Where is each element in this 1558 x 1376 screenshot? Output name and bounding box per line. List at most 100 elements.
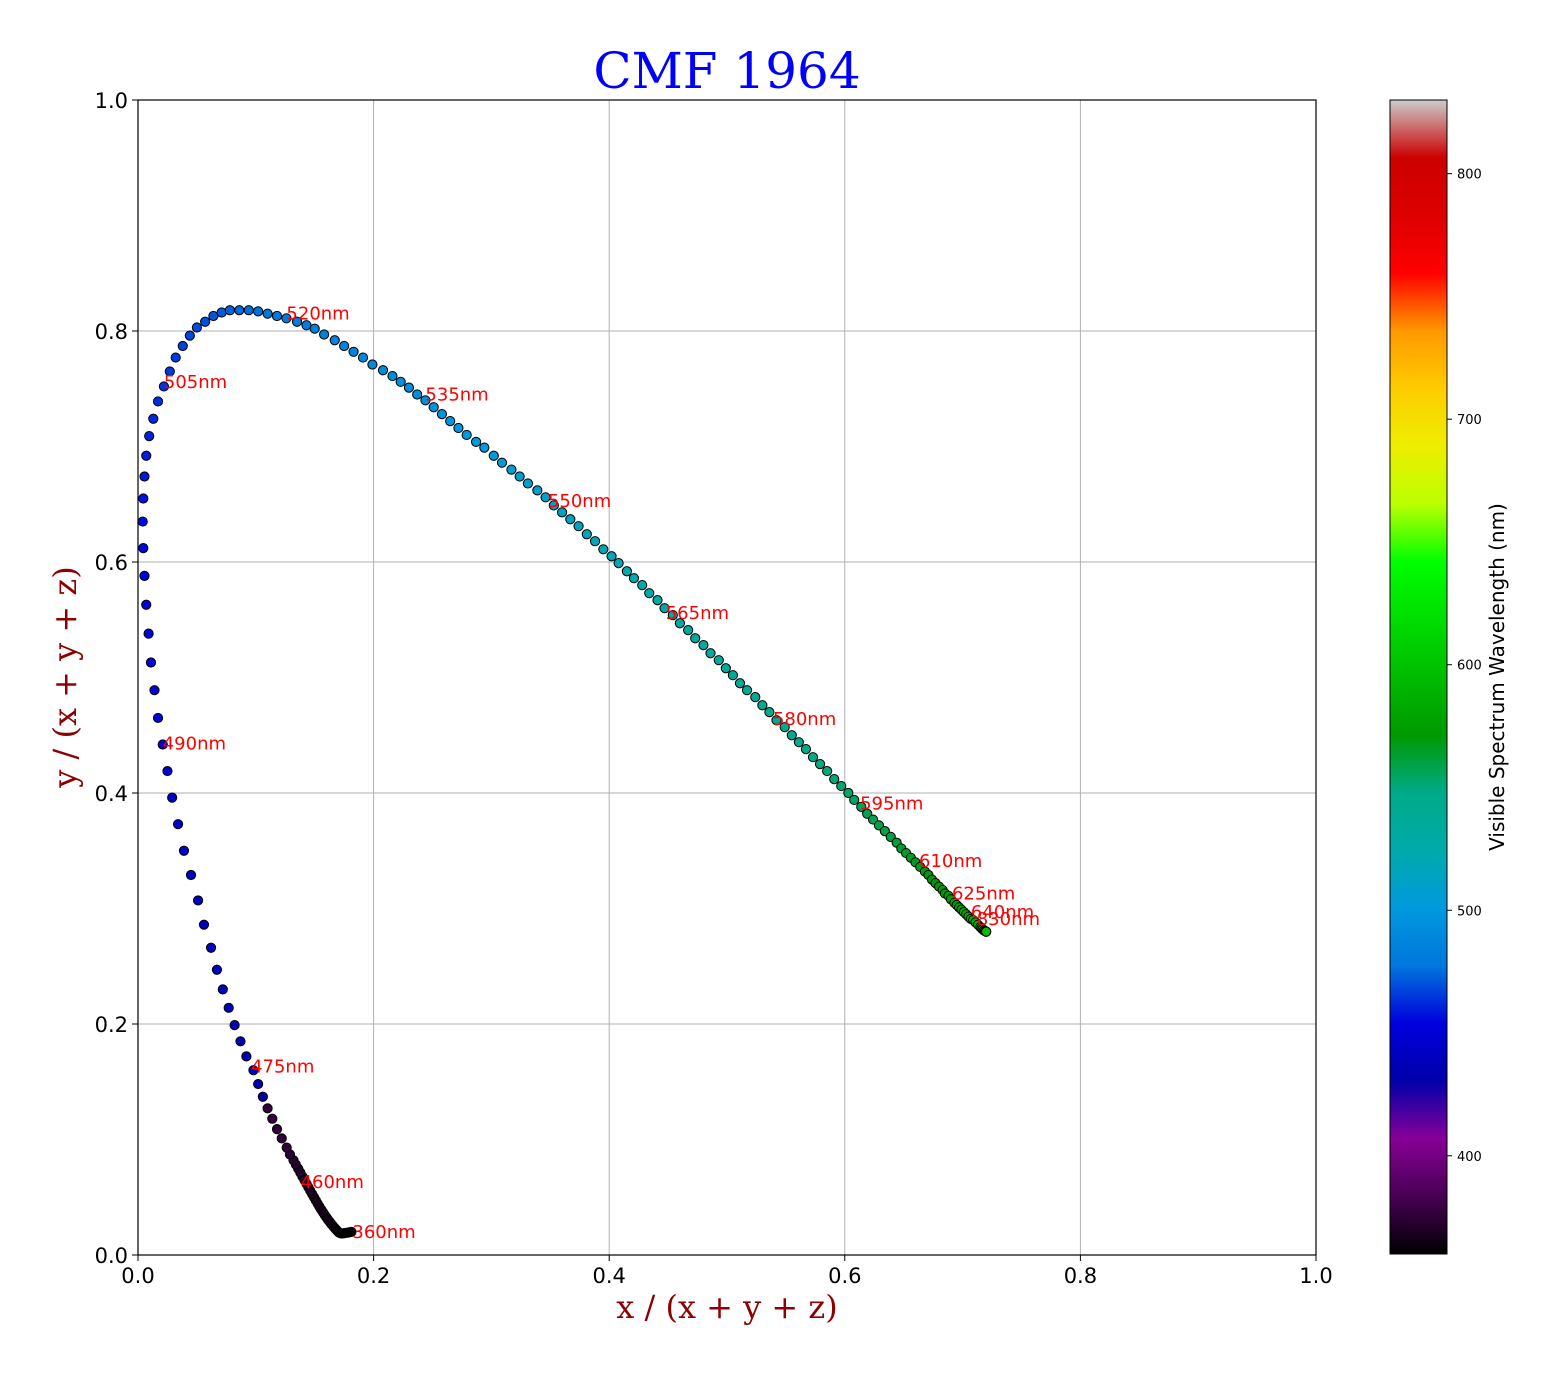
data-point (291, 316, 303, 327)
data-point (281, 1142, 292, 1153)
x-tick-label: 1.0 (1299, 1264, 1332, 1288)
data-point (683, 625, 694, 636)
data-point (339, 340, 350, 352)
data-point (548, 500, 559, 511)
data-point (234, 305, 245, 316)
data-point (248, 1065, 259, 1076)
data-point (793, 737, 804, 748)
data-point (367, 359, 378, 370)
data-point (814, 759, 826, 770)
data-point (757, 700, 768, 711)
data-point (807, 752, 819, 763)
wavelength-annotation: 520nm (286, 304, 349, 325)
data-point (267, 1113, 278, 1124)
data-point (727, 670, 738, 681)
data-point (271, 310, 283, 322)
data-point (428, 402, 439, 413)
wavelength-annotation: 640nm (971, 902, 1034, 923)
data-point (436, 409, 448, 420)
data-point (453, 422, 464, 434)
data-point (144, 431, 155, 442)
y-axis-ticks: 0.0 0.2 0.4 0.6 0.8 1.0 (95, 89, 138, 1268)
data-point (470, 436, 482, 447)
data-point (403, 382, 415, 393)
x-tick-label: 0.6 (828, 1264, 861, 1288)
y-axis-label: y / (x + y + z) (46, 566, 84, 788)
data-point (628, 573, 640, 584)
wavelength-annotation: 360nm (352, 1222, 415, 1243)
wavelength-annotation: 505nm (164, 372, 227, 393)
wavelength-annotation: 490nm (163, 733, 226, 754)
data-point (556, 507, 568, 518)
colorbar-tick-label: 400 (1457, 1150, 1482, 1165)
data-point (621, 566, 632, 577)
data-point (205, 942, 217, 953)
data-point (148, 413, 159, 424)
wavelength-annotation: 535nm (425, 385, 488, 406)
data-point (698, 640, 709, 651)
data-point (262, 308, 273, 319)
data-point (514, 471, 525, 482)
data-point (229, 1020, 240, 1031)
data-point (395, 376, 406, 387)
data-point (178, 845, 190, 856)
data-point (167, 792, 178, 803)
data-point (243, 305, 254, 316)
wavelength-annotation: 610nm (919, 851, 982, 872)
data-point (143, 628, 154, 639)
colorbar-tick-label: 800 (1457, 168, 1482, 183)
data-point (253, 306, 264, 317)
x-tick-label: 0.4 (592, 1264, 625, 1288)
y-tick-label: 0.2 (95, 1013, 128, 1037)
data-point (198, 919, 210, 930)
data-point (843, 787, 854, 799)
x-tick-label: 0.0 (121, 1264, 154, 1288)
data-point (184, 330, 195, 341)
plot-frame (137, 99, 1317, 1256)
chart-title: CMF 1964 (593, 42, 860, 100)
data-point (139, 471, 150, 482)
data-point (771, 715, 782, 726)
data-point (506, 464, 517, 475)
data-point (420, 395, 431, 406)
x-axis-label: x / (x + y + z) (616, 1288, 837, 1326)
data-point (741, 685, 753, 696)
data-point (170, 352, 181, 363)
data-point (138, 493, 149, 504)
data-point (137, 516, 148, 527)
data-point (856, 801, 867, 812)
data-point (667, 610, 678, 621)
data-point (764, 707, 775, 718)
data-point (652, 595, 663, 606)
data-point (488, 450, 499, 461)
data-point (357, 352, 369, 363)
colorbar-tick-label: 600 (1457, 659, 1482, 674)
data-point (152, 712, 164, 724)
data-point (319, 329, 330, 340)
data-point (705, 648, 716, 659)
colorbar (1389, 99, 1448, 1255)
data-point (659, 603, 670, 614)
data-point (606, 551, 617, 562)
data-point (217, 984, 228, 995)
data-point (145, 657, 157, 668)
data-point (257, 1091, 268, 1102)
data-point (849, 794, 860, 806)
data-point (589, 536, 601, 547)
data-point (377, 365, 389, 376)
data-point (734, 678, 746, 689)
data-point (540, 492, 551, 503)
data-point (581, 529, 592, 540)
wavelength-annotation: 565nm (666, 603, 729, 624)
data-point (253, 1078, 264, 1090)
data-point (613, 558, 624, 569)
plot-area (138, 100, 1316, 1255)
data-point (836, 780, 847, 792)
data-point (216, 307, 227, 318)
data-point (149, 685, 160, 696)
x-tick-label: 0.2 (357, 1264, 390, 1288)
wavelength-annotation: 580nm (773, 709, 836, 730)
data-point (720, 663, 731, 674)
data-point (192, 895, 204, 906)
